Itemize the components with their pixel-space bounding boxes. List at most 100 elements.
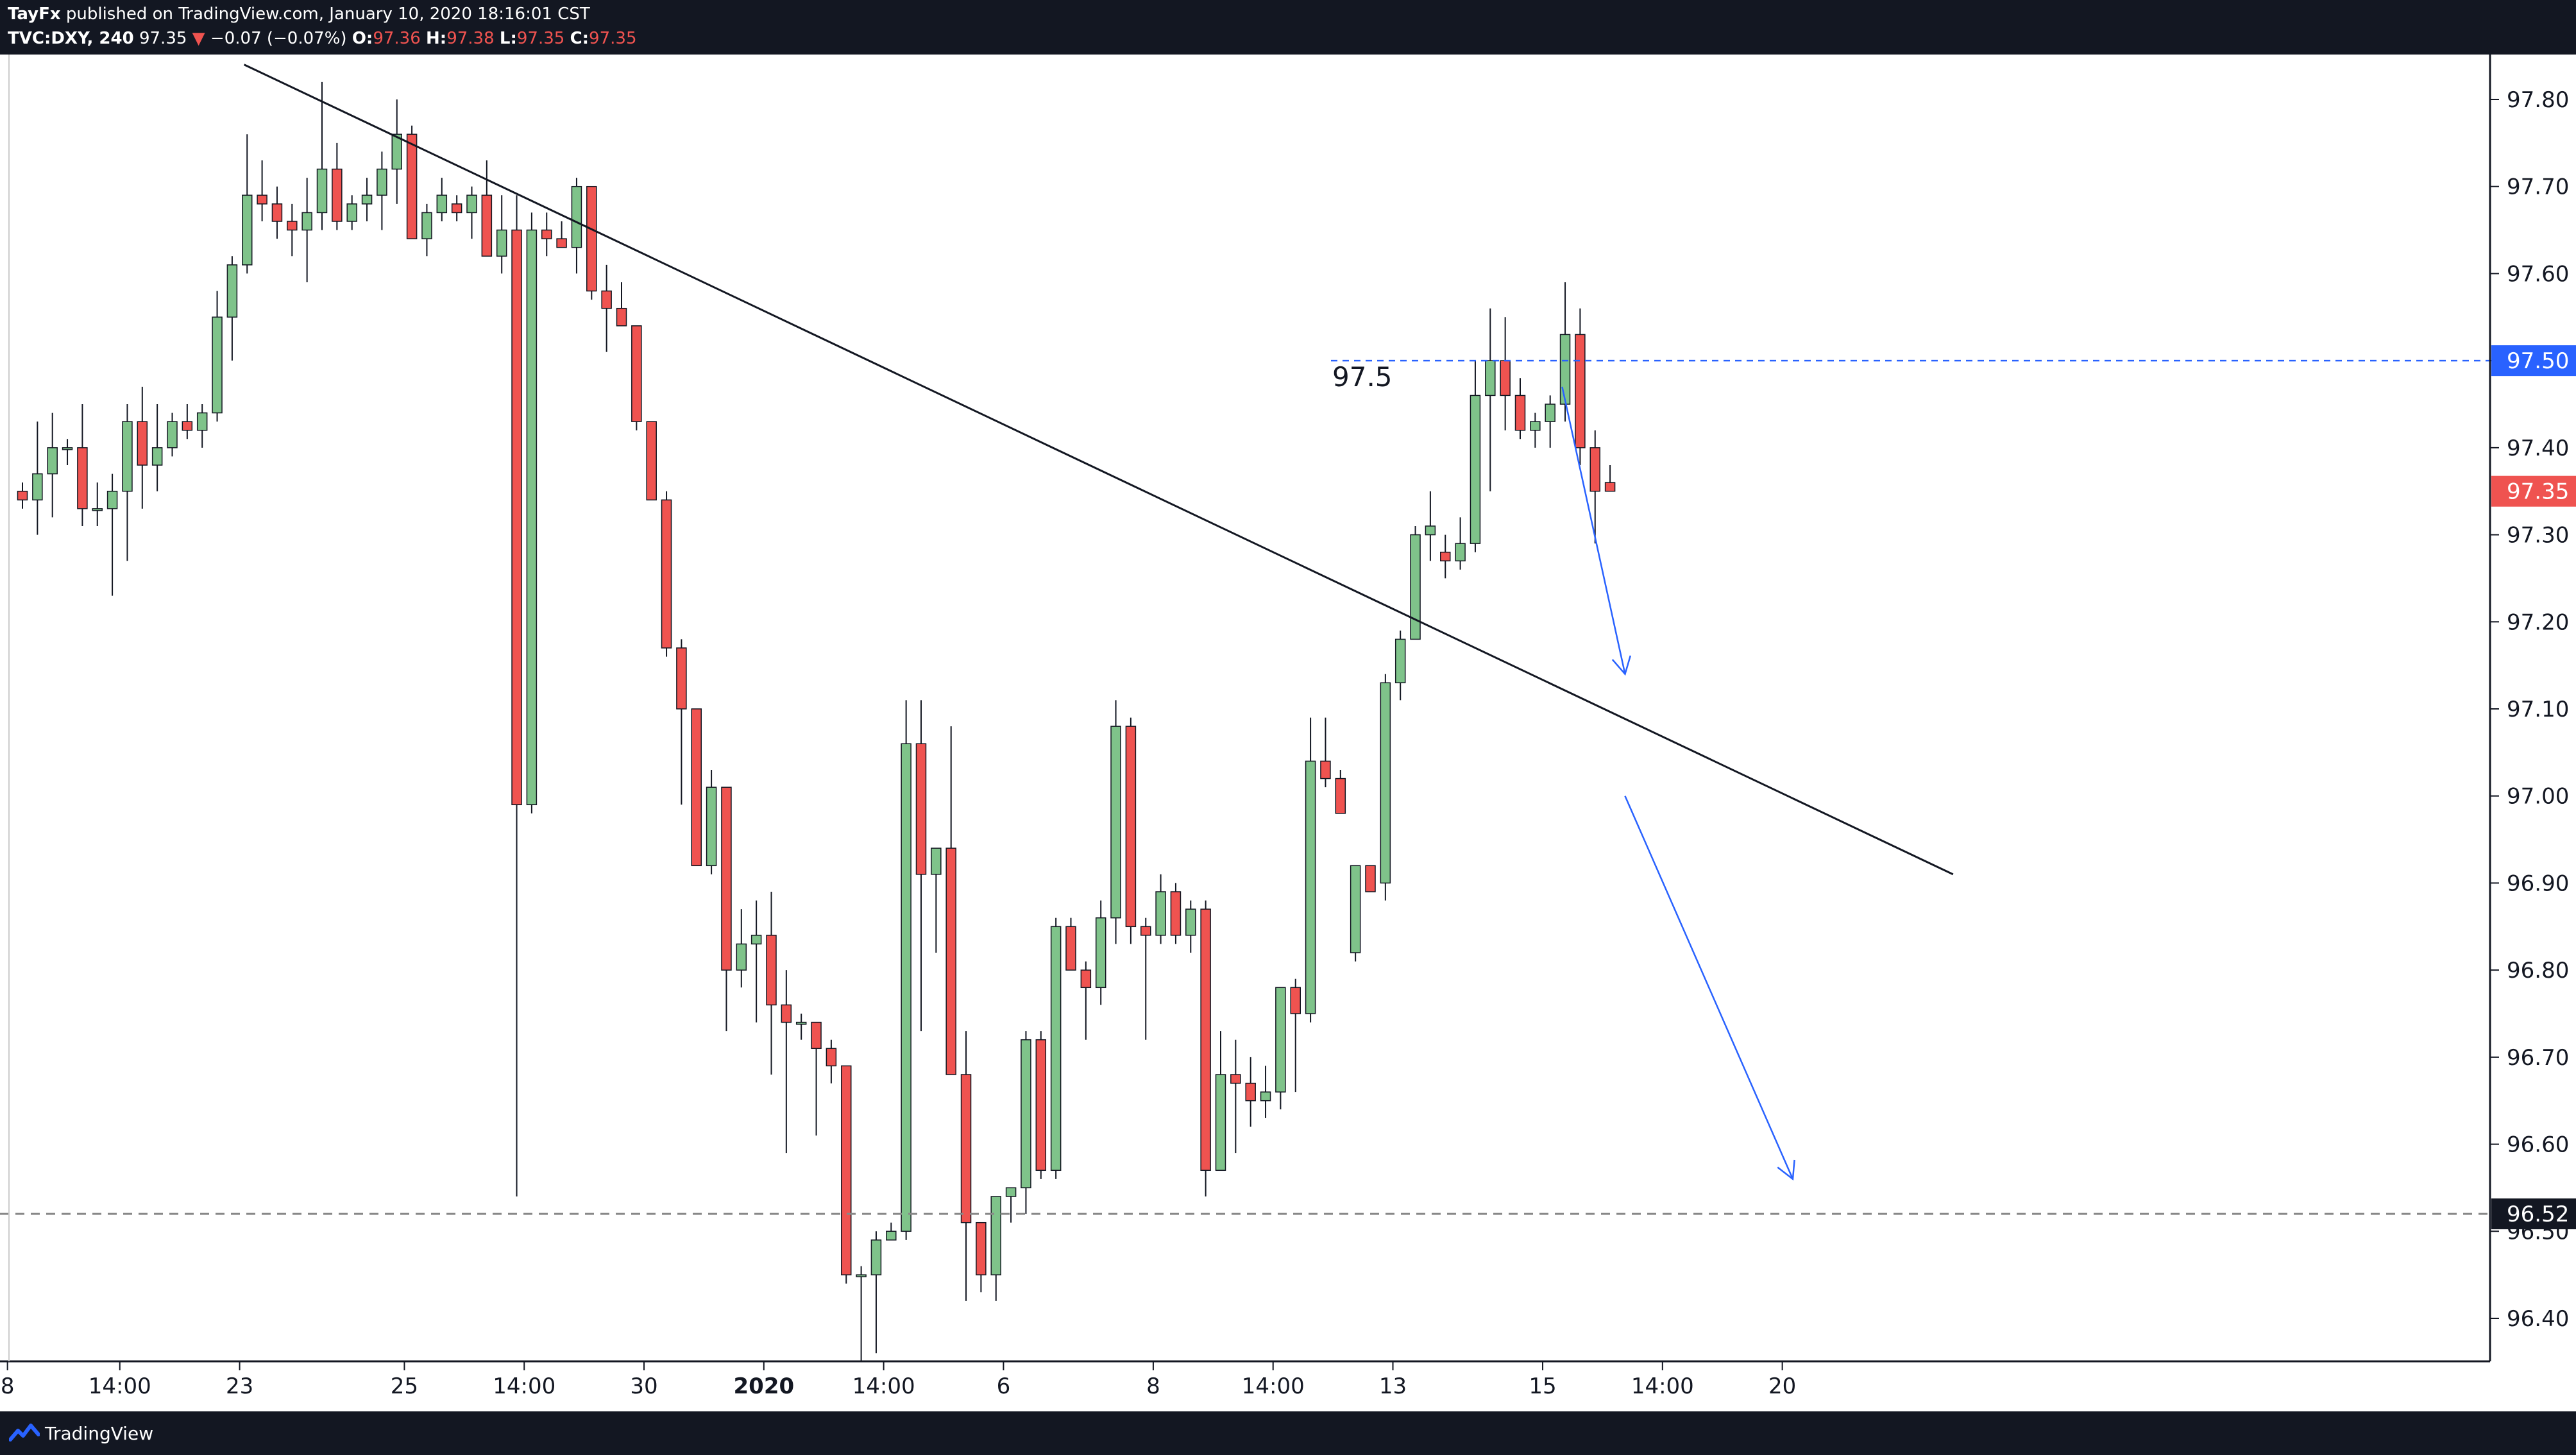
last-price-badge: 97.35 (2507, 479, 2569, 505)
low-value: 97.35 (516, 29, 565, 48)
price-change: −0.07 (−0.07%) (210, 29, 347, 48)
high-label: H: (426, 29, 447, 48)
forecast-arrow (1624, 796, 1794, 1180)
candle-body (1305, 760, 1316, 1014)
candle-body (1080, 969, 1092, 989)
candle-body (1005, 1187, 1017, 1197)
candle-body (541, 229, 552, 239)
y-tick-label: 97.00 (2507, 784, 2569, 810)
x-tick-label: 15 (1529, 1374, 1556, 1399)
candle-body (196, 412, 208, 431)
x-tick-label: 8 (1146, 1374, 1160, 1399)
candle-body (1394, 638, 1406, 684)
candle-body (257, 194, 267, 205)
candle-body (1350, 865, 1361, 953)
author-name[interactable]: TayFx (8, 4, 61, 24)
y-tick-label: 97.40 (2507, 436, 2569, 461)
candle-body (1140, 926, 1151, 936)
candle-body (451, 203, 462, 214)
candle-body (1500, 360, 1511, 396)
support-badge: 96.52 (2507, 1202, 2569, 1227)
x-tick-label: 6 (997, 1374, 1011, 1399)
last-price: 97.35 (139, 29, 187, 48)
high-value: 97.38 (446, 29, 495, 48)
x-tick-label: 20 (1768, 1374, 1796, 1399)
candle-body (556, 238, 567, 248)
candle-body (750, 935, 762, 945)
candle-body (691, 708, 702, 867)
candle-body (466, 194, 477, 214)
candle-body (481, 194, 493, 257)
candle-body (1200, 908, 1211, 1171)
open-label: O: (352, 29, 373, 48)
candle-body (182, 421, 193, 431)
low-label: L: (499, 29, 517, 48)
candle-body (601, 290, 612, 309)
candle-body (1425, 525, 1436, 536)
candle-body (1260, 1091, 1271, 1102)
close-label: C: (570, 29, 589, 48)
y-tick-label: 97.10 (2507, 697, 2569, 722)
candle-body (631, 325, 642, 422)
candle-body (1410, 534, 1421, 640)
x-tick-label: 14:00 (89, 1374, 151, 1399)
candle-body (32, 473, 43, 501)
candle-body (361, 194, 373, 205)
header-bar: TayFx published on TradingView.com, Janu… (0, 0, 2576, 55)
y-tick-label: 96.80 (2507, 958, 2569, 983)
x-tick-label: 25 (391, 1374, 418, 1399)
candle-body (661, 499, 672, 649)
support-badge-bg (2491, 1198, 2576, 1230)
candle-body (346, 203, 357, 222)
candle-body (646, 421, 657, 501)
price-chart[interactable]: 97.5 97.80 97.70 97.60 97.50 97.40 97.30 97.20… (0, 55, 2576, 1411)
change-arrow-icon: ▼ (192, 29, 205, 48)
candle-body (1095, 917, 1106, 989)
candle-body (1470, 395, 1481, 544)
candle-body (106, 490, 118, 509)
candle-body (571, 185, 582, 248)
candle-body (137, 421, 148, 466)
tradingview-logo-icon[interactable] (9, 1420, 40, 1446)
axes-layer: 97.80 97.70 97.60 97.50 97.40 97.30 97.20 97.10… (0, 55, 2576, 1399)
candle-body (151, 447, 163, 466)
y-tick-label: 97.60 (2507, 261, 2569, 287)
candle-body (301, 212, 312, 231)
symbol-label: TVC:DXY, 240 (8, 29, 134, 48)
candle-body (436, 194, 448, 214)
publish-line: TayFx published on TradingView.com, Janu… (8, 1, 590, 27)
candle-body (1021, 1039, 1031, 1189)
last-price-badge-bg (2491, 475, 2576, 507)
forecast-arrow (1561, 386, 1626, 674)
candle-body (1320, 760, 1331, 779)
x-tick-label: 30 (630, 1374, 657, 1399)
arrow-head-icon (1611, 655, 1632, 676)
candle-body (1455, 543, 1466, 562)
candle-body (1485, 360, 1496, 396)
candle-body (47, 447, 58, 475)
candle-body (1215, 1074, 1226, 1171)
candle-body (62, 447, 73, 450)
footer-brand[interactable]: TradingView (45, 1423, 154, 1444)
y-tick-label: 96.60 (2507, 1132, 2569, 1158)
x-tick-label: 14:00 (852, 1374, 915, 1399)
candle-body (1514, 395, 1526, 431)
candle-body (77, 447, 88, 509)
candle-body (811, 1021, 822, 1050)
candle-body (1604, 482, 1616, 492)
candle-body (736, 943, 747, 971)
candle-body (766, 935, 777, 1006)
candles-layer (17, 81, 1616, 1362)
candle-body (901, 743, 911, 1232)
candle-body (931, 847, 942, 875)
y-tick-label: 97.20 (2507, 609, 2569, 635)
candle-body (496, 229, 507, 257)
candle-body (1545, 404, 1555, 422)
y-tick-label: 97.80 (2507, 87, 2569, 113)
x-tick-label: 2020 (734, 1374, 795, 1399)
candle-body (406, 133, 418, 239)
resistance-badge: 97.50 (2507, 348, 2569, 374)
candle-body (1559, 334, 1571, 405)
candle-body (122, 421, 133, 492)
candle-body (976, 1221, 987, 1275)
